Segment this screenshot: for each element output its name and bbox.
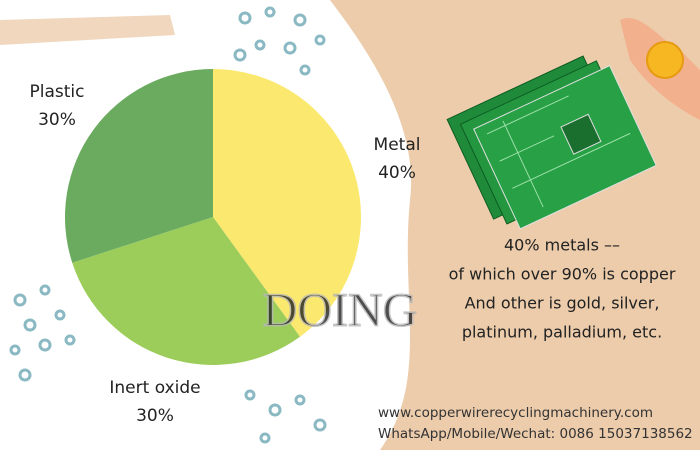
pie-slice — [72, 217, 300, 366]
pie — [64, 69, 361, 366]
pcb-illustration — [446, 55, 657, 230]
note-line: of which over 90% is copper — [449, 265, 676, 284]
slice-value-label: 30% — [38, 110, 76, 130]
note-line: platinum, palladium, etc. — [462, 323, 662, 342]
slice-value-label: 40% — [378, 163, 416, 183]
note-line: And other is gold, silver, — [465, 294, 660, 313]
dot-pattern — [9, 6, 327, 444]
pie-slice — [213, 69, 361, 337]
slice-label: Inert oxide — [109, 378, 200, 398]
pie-slice — [64, 69, 213, 263]
website: www.copperwirerecyclingmachinery.com — [378, 405, 653, 421]
slice-label: Plastic — [30, 82, 85, 102]
slice-label: Metal — [374, 135, 421, 155]
watermark: DOING — [263, 284, 418, 337]
note-line: 40% metals –– — [504, 236, 620, 255]
hand-with-coin — [620, 17, 700, 120]
slice-value-label: 30% — [136, 406, 174, 426]
contact: WhatsApp/Mobile/Wechat: 0086 15037138562 — [378, 426, 693, 442]
brush-stroke — [0, 15, 175, 45]
